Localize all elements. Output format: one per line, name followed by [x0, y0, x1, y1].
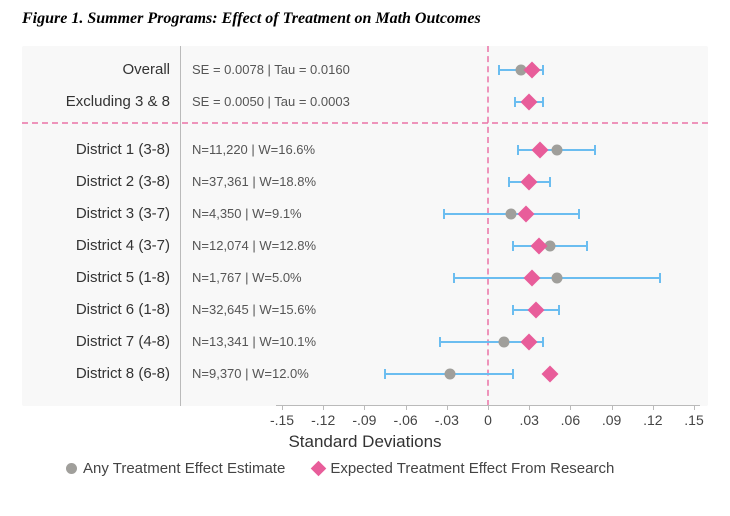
expected-effect-marker: [530, 238, 547, 255]
ci-cap: [558, 305, 560, 315]
row-label: District 6 (1-8): [76, 301, 170, 318]
x-tick: .09: [602, 412, 621, 428]
row-annotation: SE = 0.0078 | Tau = 0.0160: [192, 62, 350, 77]
row-annotation: N=11,220 | W=16.6%: [192, 142, 315, 157]
legend: Any Treatment Effect Estimate Expected T…: [66, 460, 614, 477]
reference-line-zero: [487, 46, 489, 406]
row-label: District 3 (3-7): [76, 205, 170, 222]
treatment-effect-marker: [444, 369, 455, 380]
x-tick-mark: [694, 405, 695, 410]
ci-cap: [514, 97, 516, 107]
ci-cap: [443, 209, 445, 219]
x-tick: -.12: [311, 412, 335, 428]
expected-effect-marker: [521, 94, 538, 111]
x-axis-label: Standard Deviations: [22, 432, 708, 452]
row-annotation: N=13,341 | W=10.1%: [192, 334, 316, 349]
ci-cap: [542, 337, 544, 347]
expected-effect-marker: [532, 142, 549, 159]
circle-icon: [66, 463, 77, 474]
x-tick: -.09: [352, 412, 376, 428]
treatment-effect-marker: [506, 209, 517, 220]
group-divider: [22, 122, 708, 124]
expected-effect-marker: [523, 270, 540, 287]
x-tick: -.03: [435, 412, 459, 428]
ci-cap: [659, 273, 661, 283]
row-annotation: N=1,767 | W=5.0%: [192, 270, 302, 285]
legend-label-2: Expected Treatment Effect From Research: [330, 460, 614, 477]
expected-effect-marker: [528, 302, 545, 319]
x-tick-mark: [570, 405, 571, 410]
expected-effect-marker: [523, 62, 540, 79]
ci-cap: [549, 177, 551, 187]
x-tick-mark: [488, 405, 489, 410]
ci-cap: [517, 145, 519, 155]
expected-effect-marker: [518, 206, 535, 223]
row-annotation: N=12,074 | W=12.8%: [192, 238, 316, 253]
ci-cap: [453, 273, 455, 283]
diamond-icon: [311, 461, 327, 477]
x-tick-mark: [529, 405, 530, 410]
x-tick-mark: [653, 405, 654, 410]
expected-effect-marker: [521, 334, 538, 351]
figure-title: Figure 1. Summer Programs: Effect of Tre…: [0, 0, 730, 32]
x-tick-mark: [364, 405, 365, 410]
ci-cap: [512, 241, 514, 251]
treatment-effect-marker: [551, 145, 562, 156]
ci-cap: [594, 145, 596, 155]
ci-cap: [542, 65, 544, 75]
x-tick-mark: [282, 405, 283, 410]
row-label: District 7 (4-8): [76, 333, 170, 350]
x-tick: .06: [561, 412, 580, 428]
x-tick-mark: [447, 405, 448, 410]
y-axis-line: [180, 46, 181, 406]
row-annotation: N=37,361 | W=18.8%: [192, 174, 316, 189]
legend-label-1: Any Treatment Effect Estimate: [83, 460, 285, 477]
ci-cap: [578, 209, 580, 219]
treatment-effect-marker: [551, 273, 562, 284]
x-tick-mark: [323, 405, 324, 410]
ci-cap: [512, 305, 514, 315]
ci-cap: [508, 177, 510, 187]
ci-cap: [498, 65, 500, 75]
legend-item-circle: Any Treatment Effect Estimate: [66, 460, 285, 477]
expected-effect-marker: [541, 366, 558, 383]
ci-cap: [512, 369, 514, 379]
expected-effect-marker: [521, 174, 538, 191]
x-tick: 0: [484, 412, 492, 428]
x-tick: -.15: [270, 412, 294, 428]
chart-container: Overall SE = 0.0078 | Tau = 0.0160 Excludi…: [22, 34, 708, 474]
row-label: District 1 (3-8): [76, 141, 170, 158]
row-label: Overall: [122, 61, 170, 78]
row-annotation: N=4,350 | W=9.1%: [192, 206, 302, 221]
row-label: District 8 (6-8): [76, 365, 170, 382]
x-tick: .12: [643, 412, 662, 428]
x-tick-mark: [612, 405, 613, 410]
treatment-effect-marker: [499, 337, 510, 348]
ci-cap: [542, 97, 544, 107]
x-tick: -.06: [394, 412, 418, 428]
x-tick: .03: [519, 412, 538, 428]
row-annotation: SE = 0.0050 | Tau = 0.0003: [192, 94, 350, 109]
row-annotation: N=32,645 | W=15.6%: [192, 302, 316, 317]
ci-cap: [439, 337, 441, 347]
x-tick: .15: [684, 412, 703, 428]
ci-cap: [384, 369, 386, 379]
x-tick-mark: [406, 405, 407, 410]
plot-area: Overall SE = 0.0078 | Tau = 0.0160 Excludi…: [22, 46, 708, 406]
ci-cap: [586, 241, 588, 251]
row-label: District 5 (1-8): [76, 269, 170, 286]
row-label: District 4 (3-7): [76, 237, 170, 254]
legend-item-diamond: Expected Treatment Effect From Research: [313, 460, 614, 477]
row-label: District 2 (3-8): [76, 173, 170, 190]
row-label: Excluding 3 & 8: [66, 93, 170, 110]
row-annotation: N=9,370 | W=12.0%: [192, 366, 309, 381]
